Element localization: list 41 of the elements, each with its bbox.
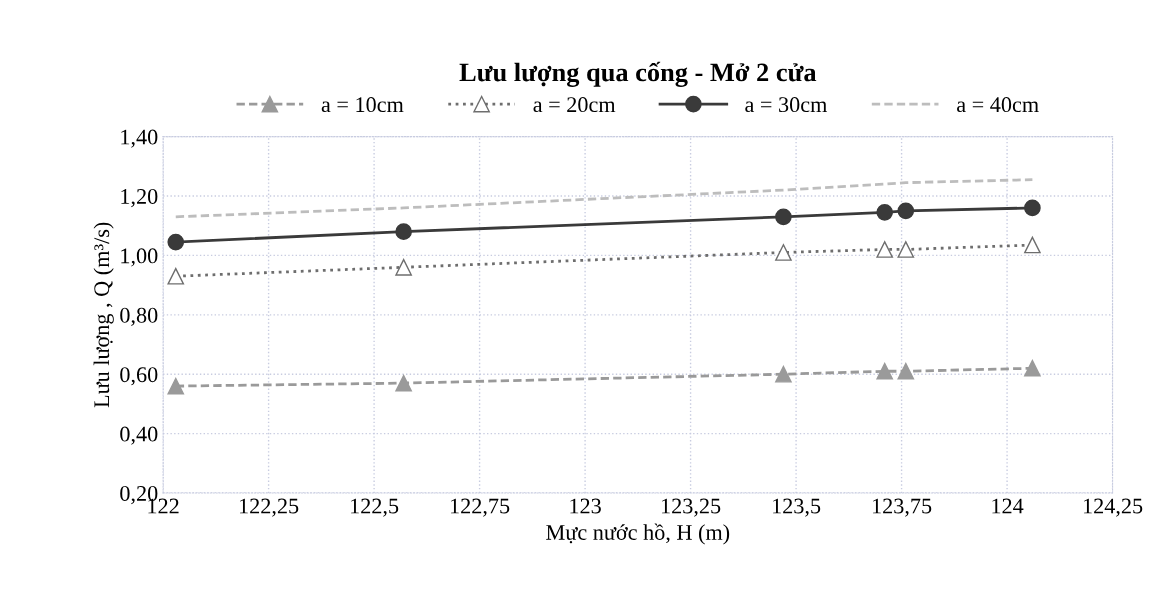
x-tick-label: 124 xyxy=(992,498,1024,514)
x-tick-label: 123,5 xyxy=(773,498,821,517)
point xyxy=(167,377,185,395)
x-tick-label: 122,5 xyxy=(351,498,399,517)
y-tick-label: 1,00 xyxy=(121,248,158,267)
y-tick-label: 0,80 xyxy=(120,307,158,326)
line-series xyxy=(174,178,1034,219)
y-tick-label: 0,40 xyxy=(120,426,158,445)
point xyxy=(167,233,185,251)
point xyxy=(167,267,185,285)
point xyxy=(775,244,792,261)
legend-label: a = 20cm xyxy=(533,97,616,113)
x-axis-title: Mực nước hồ, H (m) xyxy=(546,523,730,545)
point xyxy=(897,202,915,220)
point xyxy=(775,365,792,383)
point xyxy=(395,374,412,392)
y-tick-label: 1,40 xyxy=(121,129,158,148)
point xyxy=(876,241,894,258)
x-tick-label: 124,25 xyxy=(1083,498,1143,517)
point xyxy=(1024,199,1041,217)
legend-label: a = 40cm xyxy=(957,97,1039,113)
x-tick-label: 122,75 xyxy=(450,498,510,517)
x-tick-label: 123,75 xyxy=(872,498,932,517)
point xyxy=(395,258,412,276)
point xyxy=(395,223,412,240)
x-tick-label: 123 xyxy=(570,498,601,514)
point xyxy=(876,362,894,380)
legend-label: a = 10cm xyxy=(321,97,404,113)
point xyxy=(876,204,894,221)
legend-label: a = 30cm xyxy=(745,97,828,113)
point xyxy=(897,241,915,258)
point xyxy=(1024,236,1041,254)
point xyxy=(1024,359,1041,377)
point xyxy=(775,208,792,226)
x-tick-label: 123,25 xyxy=(661,498,721,517)
y-axis-title: Lưu lượng , Q (m³/s) xyxy=(93,222,114,408)
point xyxy=(897,362,915,380)
y-tick-label: 1,20 xyxy=(121,188,158,208)
y-tick-label: 0,60 xyxy=(120,367,158,386)
x-tick-label: 122,25 xyxy=(240,498,299,517)
chart-title: Lưu lượng qua cống - Mở 2 cửa xyxy=(459,61,817,87)
